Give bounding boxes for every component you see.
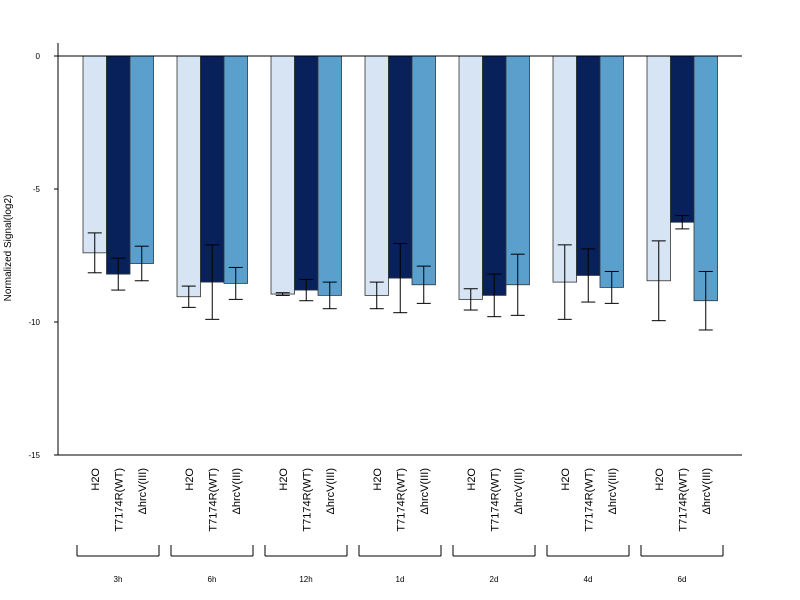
- x-tick-label: H2O: [560, 468, 572, 491]
- x-tick-label: H2O: [466, 468, 478, 491]
- x-tick-label: H2O: [90, 468, 102, 491]
- group-label: 6d: [678, 575, 687, 584]
- bar: [82, 55, 107, 254]
- group-label: 3h: [114, 575, 123, 584]
- x-tick-label: T7174R(WT): [489, 468, 501, 532]
- x-tick-label: T7174R(WT): [113, 468, 125, 532]
- x-tick-label: ΔhrcV(III): [607, 468, 619, 514]
- group-label: 2d: [490, 575, 499, 584]
- x-tick-label: H2O: [654, 468, 666, 491]
- bar: [670, 55, 695, 223]
- y-tick-label: 0: [36, 52, 41, 61]
- bar: [482, 55, 507, 296]
- bar: [317, 55, 342, 296]
- bar: [599, 55, 624, 288]
- group-label: 4d: [584, 575, 593, 584]
- group-label: 12h: [299, 575, 312, 584]
- y-tick-label: -15: [28, 451, 40, 460]
- y-axis-title: Normalized Signal(log2): [3, 195, 14, 302]
- x-tick-label: ΔhrcV(III): [701, 468, 713, 514]
- bar: [364, 55, 389, 296]
- bar: [176, 55, 201, 298]
- bar: [270, 55, 295, 295]
- group-label: 6h: [208, 575, 217, 584]
- group-label: 1d: [396, 575, 405, 584]
- x-tick-label: H2O: [278, 468, 290, 491]
- bar: [693, 55, 718, 302]
- bar: [106, 55, 131, 275]
- x-tick-label: ΔhrcV(III): [419, 468, 431, 514]
- x-tick-label: ΔhrcV(III): [513, 468, 525, 514]
- bar: [223, 55, 248, 284]
- bar: [129, 55, 154, 264]
- x-tick-label: T7174R(WT): [207, 468, 219, 532]
- bar: [505, 55, 530, 286]
- bar: [294, 55, 319, 291]
- x-tick-label: H2O: [184, 468, 196, 491]
- x-tick-label: ΔhrcV(III): [231, 468, 243, 514]
- x-tick-label: T7174R(WT): [583, 468, 595, 532]
- x-tick-label: ΔhrcV(III): [137, 468, 149, 514]
- bar: [576, 55, 601, 276]
- y-tick-label: -5: [33, 185, 41, 194]
- x-tick-label: T7174R(WT): [677, 468, 689, 532]
- bar: [458, 55, 483, 300]
- x-tick-label: H2O: [372, 468, 384, 491]
- x-tick-label: T7174R(WT): [395, 468, 407, 532]
- bar: [411, 55, 436, 286]
- x-tick-label: T7174R(WT): [301, 468, 313, 532]
- y-tick-label: -10: [28, 318, 40, 327]
- x-tick-label: ΔhrcV(III): [325, 468, 337, 514]
